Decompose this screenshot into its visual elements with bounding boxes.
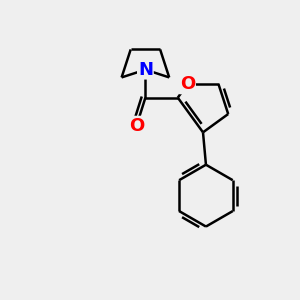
Text: N: N — [138, 61, 153, 79]
Text: O: O — [180, 75, 195, 93]
Text: O: O — [129, 117, 144, 135]
